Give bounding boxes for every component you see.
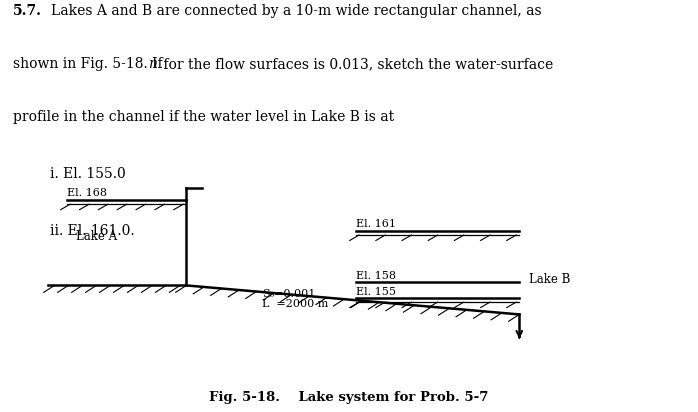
Text: L  =2000 m: L =2000 m (262, 299, 328, 309)
Text: i. El. 155.0: i. El. 155.0 (50, 167, 126, 181)
Text: S₀=0.001: S₀=0.001 (262, 290, 315, 300)
Text: profile in the channel if the water level in Lake B is at: profile in the channel if the water leve… (13, 110, 394, 124)
Text: El. 155: El. 155 (356, 287, 396, 297)
Text: Lakes A and B are connected by a 10-m wide rectangular channel, as: Lakes A and B are connected by a 10-m wi… (51, 4, 542, 18)
Text: El. 158: El. 158 (356, 271, 396, 281)
Text: 5.7.: 5.7. (13, 4, 42, 18)
Text: for the flow surfaces is 0.013, sketch the water-surface: for the flow surfaces is 0.013, sketch t… (159, 57, 554, 71)
Text: Lake A: Lake A (76, 230, 117, 243)
Text: Lake B: Lake B (528, 274, 570, 286)
Text: El. 161: El. 161 (356, 219, 396, 229)
Text: n: n (148, 57, 157, 71)
Text: shown in Fig. 5-18. If: shown in Fig. 5-18. If (13, 57, 167, 71)
Text: El. 168: El. 168 (67, 188, 107, 198)
Text: Fig. 5-18.    Lake system for Prob. 5-7: Fig. 5-18. Lake system for Prob. 5-7 (209, 391, 489, 404)
Text: ii. El. 161.0.: ii. El. 161.0. (50, 224, 135, 238)
